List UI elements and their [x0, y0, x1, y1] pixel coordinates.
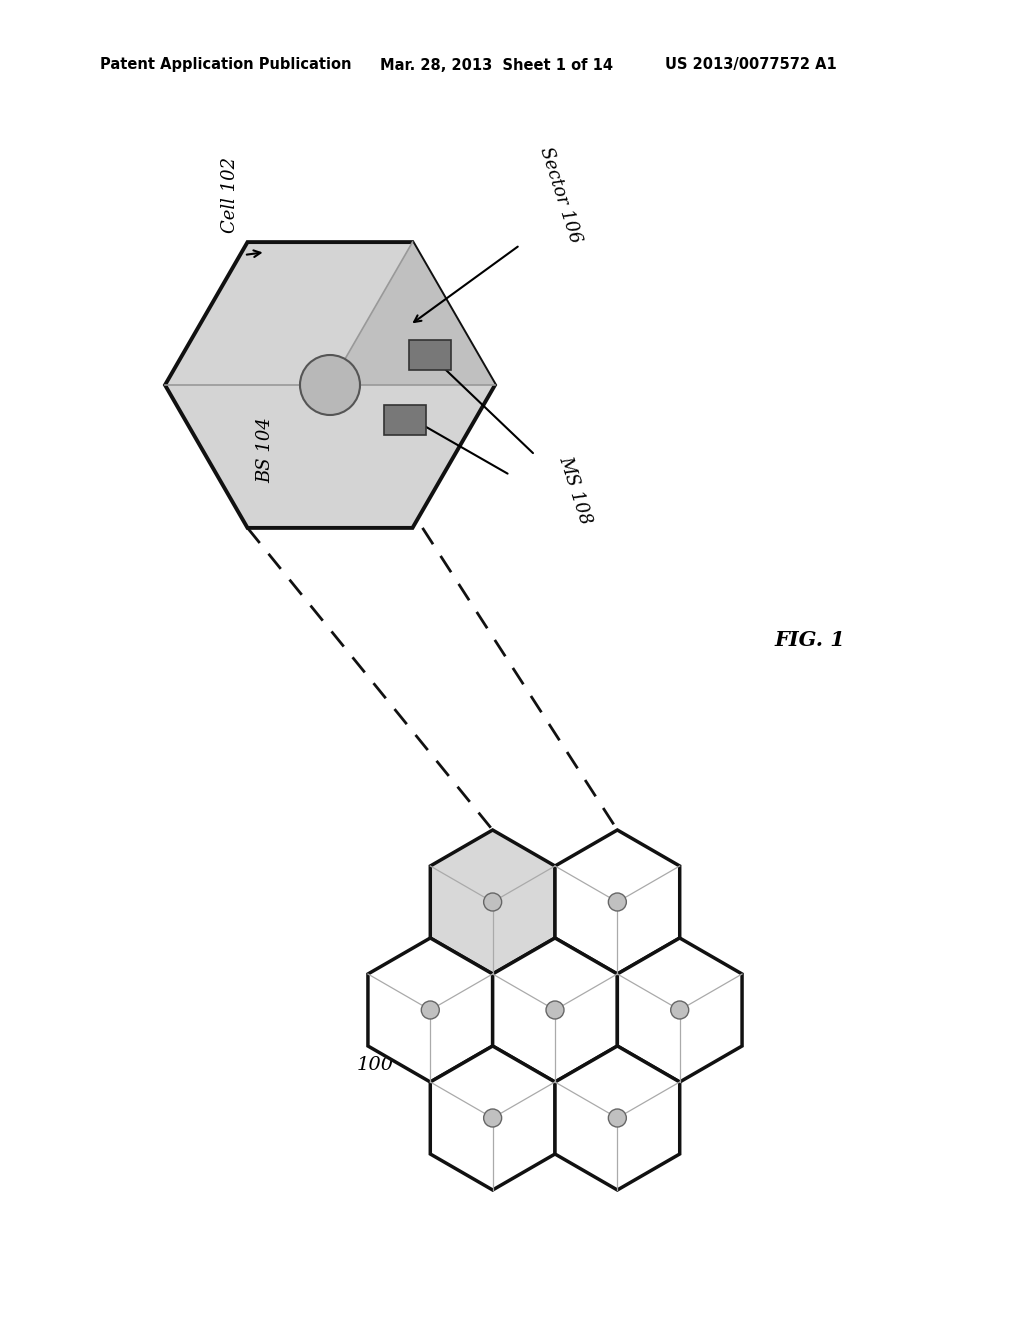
Circle shape: [608, 1109, 627, 1127]
Polygon shape: [555, 830, 680, 974]
Circle shape: [671, 1001, 689, 1019]
Text: US 2013/0077572 A1: US 2013/0077572 A1: [665, 58, 837, 73]
Polygon shape: [555, 1045, 680, 1191]
Circle shape: [546, 1001, 564, 1019]
Bar: [384, 405, 426, 436]
Circle shape: [483, 1109, 502, 1127]
Polygon shape: [330, 242, 495, 385]
Bar: [409, 341, 451, 370]
Text: Mar. 28, 2013  Sheet 1 of 14: Mar. 28, 2013 Sheet 1 of 14: [380, 58, 613, 73]
Polygon shape: [493, 939, 617, 1082]
Circle shape: [483, 894, 502, 911]
Text: FIG. 1: FIG. 1: [774, 630, 846, 649]
Polygon shape: [430, 1045, 555, 1191]
Text: MS 108: MS 108: [555, 454, 595, 527]
Polygon shape: [165, 242, 495, 528]
Polygon shape: [617, 939, 742, 1082]
Text: Patent Application Publication: Patent Application Publication: [100, 58, 351, 73]
Text: Sector 106: Sector 106: [536, 145, 584, 246]
Text: 100: 100: [356, 1056, 393, 1074]
Circle shape: [300, 355, 360, 414]
Text: Cell 102: Cell 102: [221, 157, 239, 234]
Circle shape: [421, 1001, 439, 1019]
Polygon shape: [368, 939, 493, 1082]
Text: BS 104: BS 104: [256, 417, 274, 483]
Polygon shape: [430, 830, 555, 974]
Circle shape: [608, 894, 627, 911]
